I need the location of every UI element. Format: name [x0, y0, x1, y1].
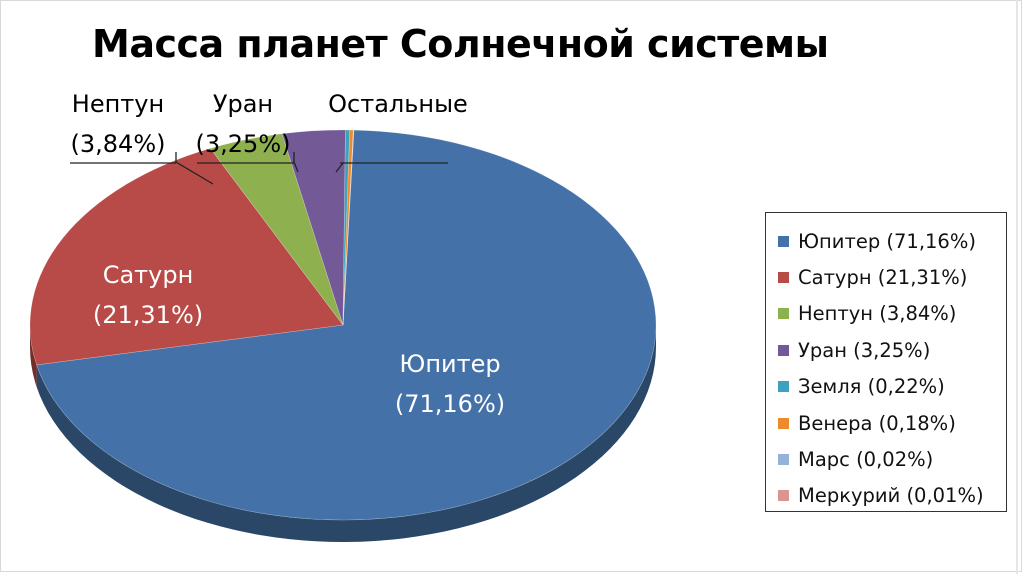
- legend-label: Нептун (3,84%): [798, 302, 957, 326]
- legend-swatch: [778, 235, 789, 247]
- pie-side-Сатурн: [30, 325, 37, 387]
- slice-label-name: Юпитер: [399, 350, 500, 378]
- legend-label: Земля (0,22%): [798, 375, 945, 399]
- leader-line: [175, 152, 214, 185]
- outside-label-pct: (3,84%): [71, 130, 166, 158]
- leader-line: [293, 152, 299, 173]
- frame-edge: [1016, 0, 1018, 574]
- outside-label-name: Нептун: [72, 90, 164, 118]
- pie-slice-Уран: [281, 129, 346, 326]
- legend-swatch: [778, 490, 789, 502]
- legend-swatch: [778, 344, 789, 356]
- legend-label: Меркурий (0,01%): [798, 484, 984, 508]
- legend-swatch: [778, 308, 789, 320]
- legend-item: Меркурий (0,01%): [778, 478, 1006, 514]
- legend-swatch: [778, 454, 789, 466]
- legend-item: Венера (0,18%): [778, 405, 1006, 441]
- outside-label-pct: (3,25%): [196, 130, 291, 158]
- outside-label-name: Остальные: [328, 90, 468, 118]
- legend: Юпитер (71,16%) Сатурн (21,31%) Нептун (…: [765, 212, 1007, 512]
- legend-swatch: [778, 417, 789, 429]
- pie-slice-Марс: [342, 129, 355, 326]
- pie-slice-Меркурий: [342, 129, 355, 326]
- legend-swatch: [778, 381, 789, 393]
- legend-item: Нептун (3,84%): [778, 296, 1006, 332]
- slice-label-pct: (71,16%): [395, 390, 505, 418]
- pie-slice-Земля: [342, 129, 351, 326]
- pie-slice-Венера: [342, 129, 354, 326]
- legend-label: Марс (0,02%): [798, 448, 934, 472]
- slice-label-pct: (21,31%): [93, 301, 203, 329]
- legend-item: Уран (3,25%): [778, 332, 1006, 368]
- legend-label: Юпитер (71,16%): [798, 229, 976, 253]
- legend-item: Земля (0,22%): [778, 369, 1006, 405]
- pie-slice-Юпитер: [36, 129, 657, 521]
- pie-slice-Сатурн: [29, 148, 344, 366]
- legend-label: Уран (3,25%): [798, 338, 931, 362]
- legend-item: Сатурн (21,31%): [778, 259, 1006, 295]
- legend-label: Венера (0,18%): [798, 411, 956, 435]
- outside-label-name: Уран: [213, 90, 273, 118]
- legend-item: Марс (0,02%): [778, 441, 1006, 477]
- legend-label: Сатурн (21,31%): [798, 266, 968, 290]
- slice-label-name: Сатурн: [103, 261, 194, 289]
- legend-swatch: [778, 272, 789, 284]
- legend-item: Юпитер (71,16%): [778, 223, 1006, 259]
- leader-line: [335, 162, 344, 173]
- chart-title: Масса планет Солнечной системы: [92, 22, 829, 66]
- pie-slice-Нептун: [209, 133, 344, 326]
